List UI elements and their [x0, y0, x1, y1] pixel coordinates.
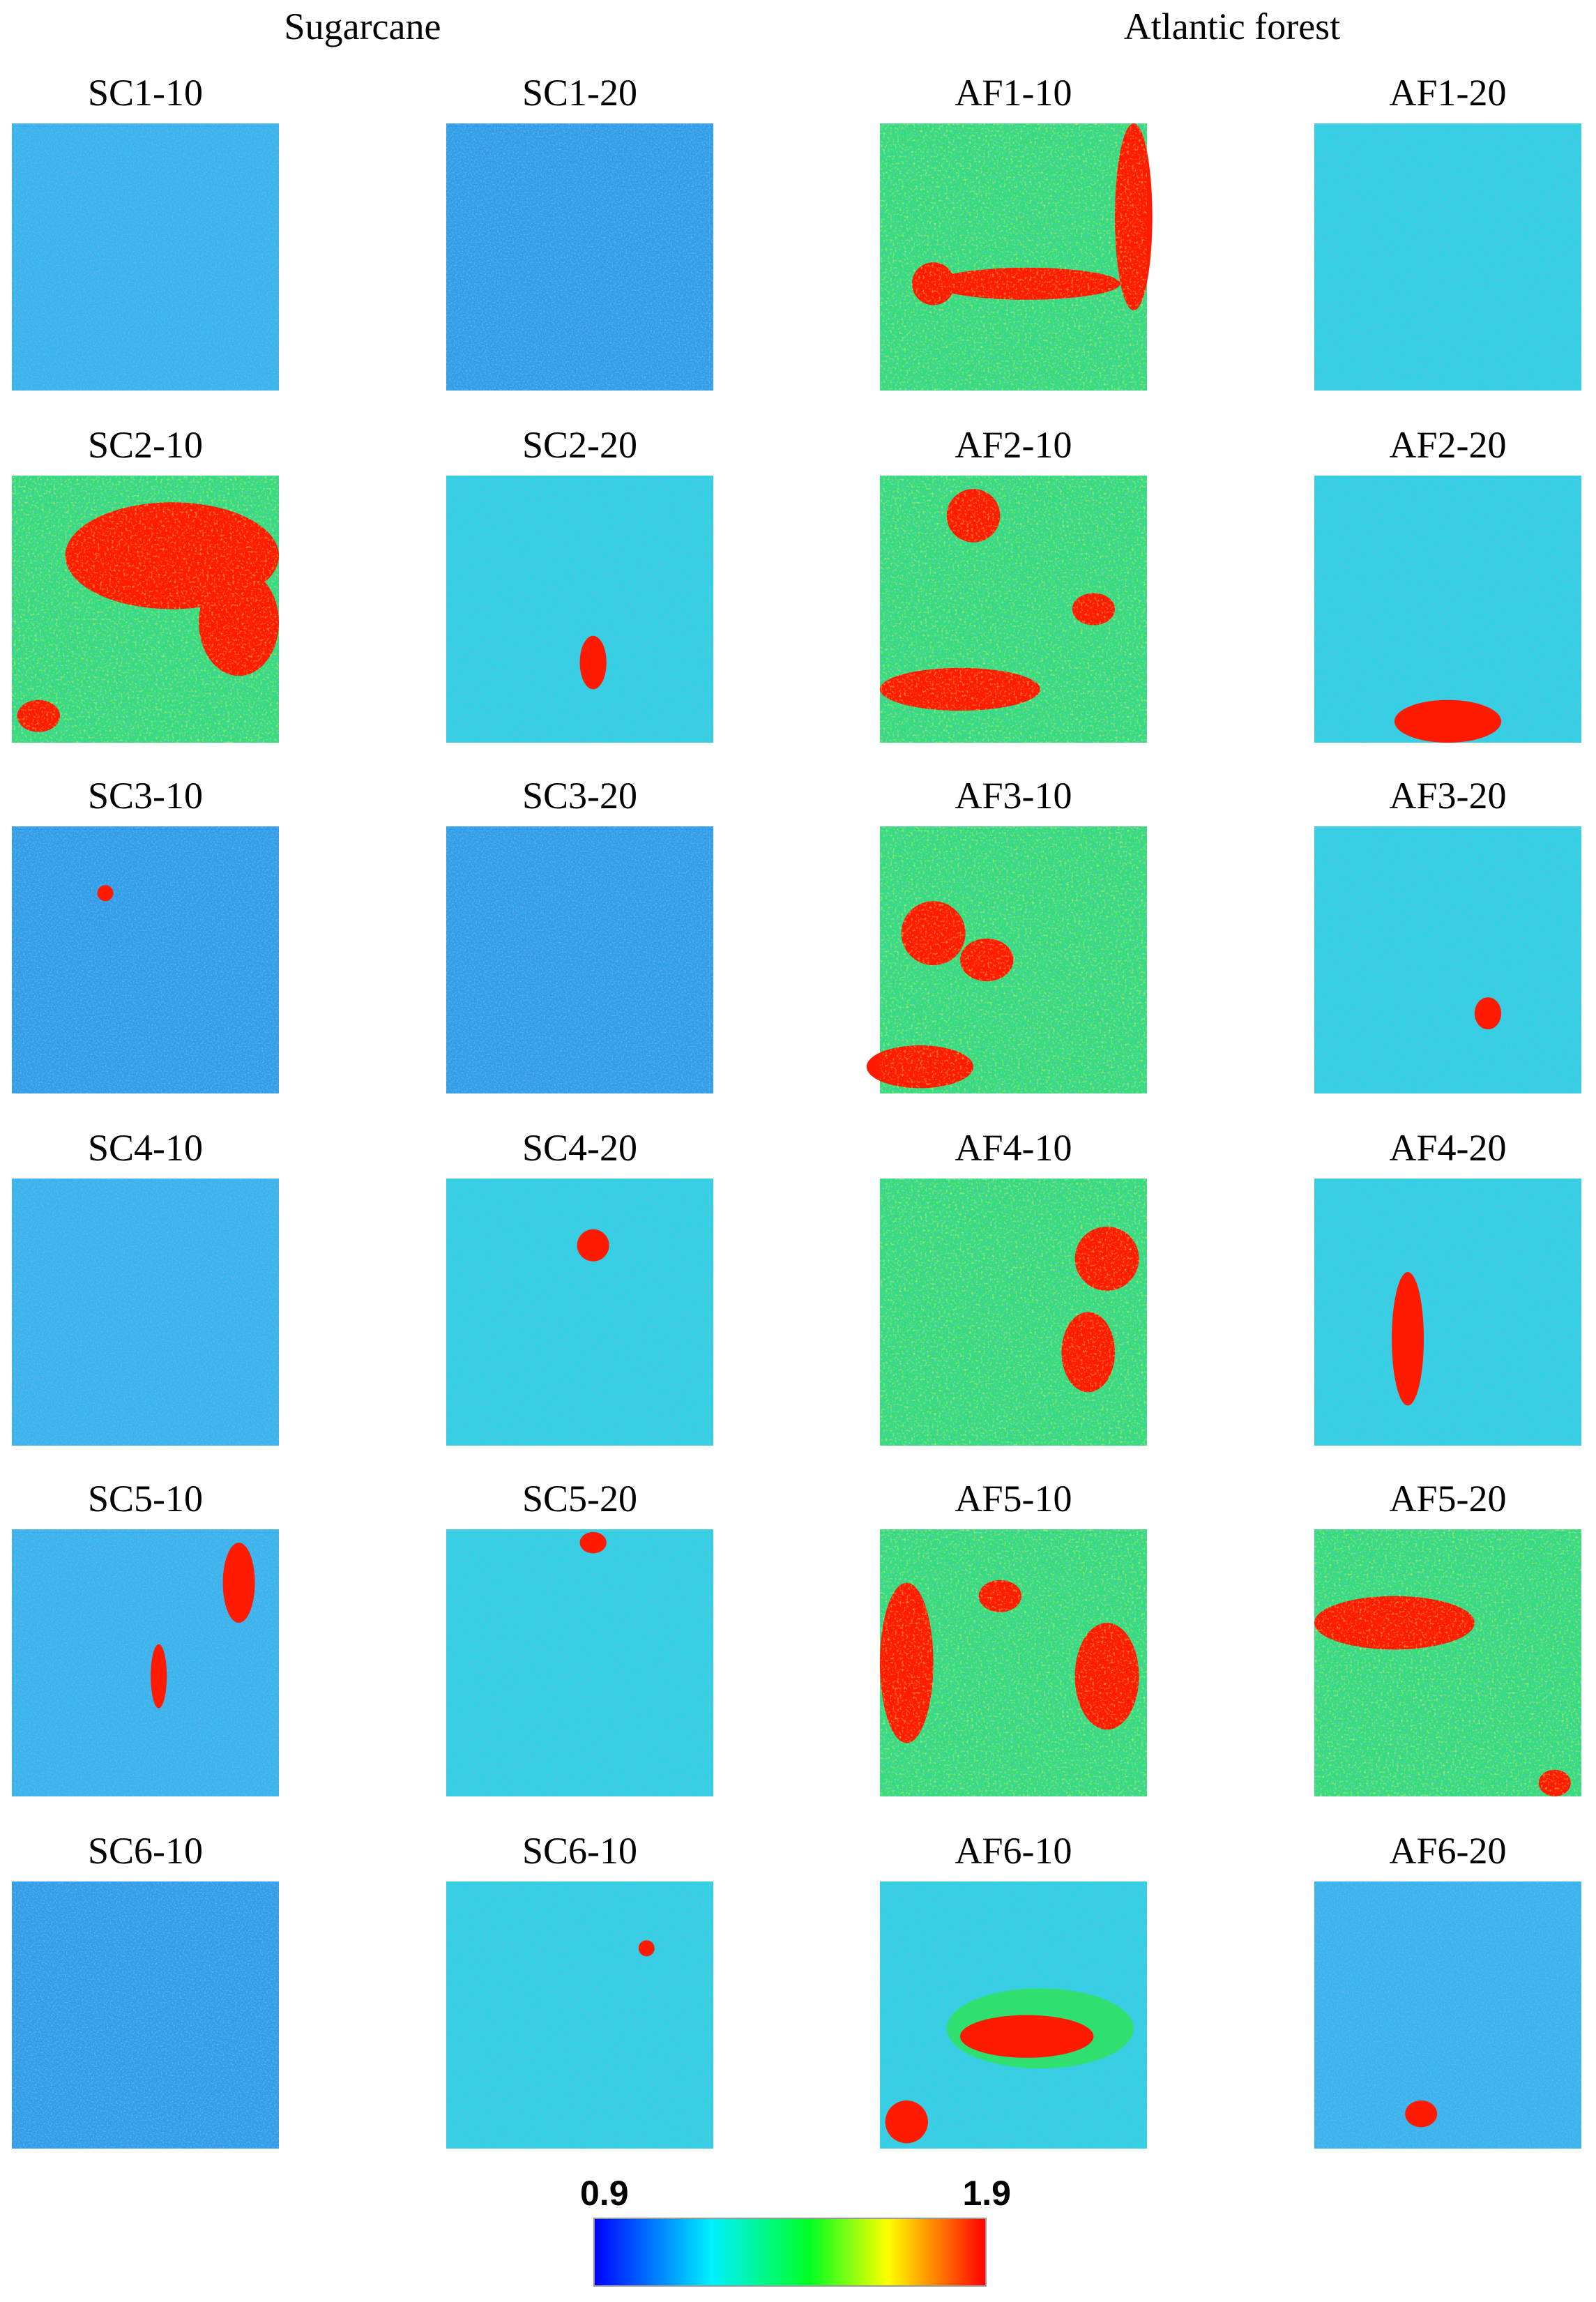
heatmap-panel	[446, 1179, 713, 1446]
heatmap-panel	[1314, 1179, 1581, 1446]
hotspot	[1392, 1272, 1424, 1406]
heatmap-panel	[1314, 1881, 1581, 2149]
panel-label: SC1-20	[522, 72, 637, 114]
colorbar-min: 0.9	[580, 2174, 629, 2213]
hotspot	[151, 1644, 167, 1709]
panel-label: AF1-20	[1389, 72, 1506, 114]
panel-label: AF6-20	[1389, 1830, 1506, 1872]
panel-speckle	[446, 476, 713, 743]
hotspot	[579, 1531, 607, 1554]
panel-speckle	[1314, 476, 1581, 743]
colorbar-max: 1.9	[962, 2174, 1011, 2213]
panel-label: AF4-20	[1389, 1127, 1506, 1169]
heatmap-panel	[1314, 826, 1581, 1093]
panel-speckle	[12, 1179, 279, 1446]
group-title: Atlantic forest	[1124, 6, 1340, 47]
heatmap-panel	[880, 1529, 1147, 1796]
panel-speckle-warm	[880, 123, 1147, 391]
panel-label: SC3-20	[522, 775, 637, 817]
hotspot	[577, 1229, 609, 1262]
panel-label: AF5-20	[1389, 1478, 1506, 1520]
panel-speckle-warm	[880, 826, 1147, 1093]
panel-speckle	[446, 1179, 713, 1446]
panel-speckle-warm	[880, 1529, 1147, 1796]
panel-label: AF2-10	[955, 424, 1072, 466]
panel-speckle	[1314, 1179, 1581, 1446]
hotspot	[1394, 699, 1502, 743]
hotspot	[222, 1543, 255, 1623]
heatmap-panel	[446, 1529, 713, 1796]
panel-label: SC6-10	[522, 1830, 637, 1872]
panel-label: AF3-10	[955, 775, 1072, 817]
panel-label: SC4-20	[522, 1127, 637, 1169]
group-title: Sugarcane	[284, 6, 441, 47]
panel-speckle	[1314, 1881, 1581, 2149]
hotspot	[1405, 2100, 1438, 2128]
panel-label: AF4-10	[955, 1127, 1072, 1169]
panel-speckle-warm	[12, 476, 279, 743]
colorbar	[593, 2218, 987, 2287]
panel-label: AF2-20	[1389, 424, 1506, 466]
panel-label: SC3-10	[88, 775, 203, 817]
heatmap-panel	[866, 826, 1147, 1093]
panel-speckle	[12, 826, 279, 1093]
heatmap-panel	[12, 1529, 279, 1796]
heatmap-panel	[1314, 123, 1581, 391]
panel-speckle-warm	[880, 476, 1147, 743]
panel-speckle	[446, 1881, 713, 2149]
panel-label: SC1-10	[88, 72, 203, 114]
heatmap-panel	[880, 1179, 1147, 1446]
panel-label: SC2-20	[522, 424, 637, 466]
panel-grid: SC1-10 SC1-20 AF1-10 AF1-20 SC2-10 SC2-20 AF2-…	[12, 72, 1581, 2149]
hotspot	[638, 1940, 655, 1957]
panel-label: AF1-10	[955, 72, 1072, 114]
panel-speckle	[446, 826, 713, 1093]
panel-speckle	[1314, 826, 1581, 1093]
panel-label: AF5-10	[955, 1478, 1072, 1520]
panel-label: SC5-20	[522, 1478, 637, 1520]
heatmap-panel	[446, 826, 713, 1093]
hotspot	[885, 2100, 928, 2144]
panel-label: AF6-10	[955, 1830, 1072, 1872]
heatmap-panel	[12, 826, 279, 1093]
hotspot	[579, 635, 607, 690]
heatmap-panel	[12, 476, 279, 743]
heatmap-panel	[12, 1179, 279, 1446]
heatmap-panel	[880, 476, 1147, 743]
panel-speckle-warm	[1314, 1529, 1581, 1796]
panel-speckle	[12, 123, 279, 391]
panel-speckle	[446, 1529, 713, 1796]
panel-label: SC2-10	[88, 424, 203, 466]
hotspot	[959, 2015, 1094, 2058]
panel-label: SC5-10	[88, 1478, 203, 1520]
panel-label: SC6-10	[88, 1830, 203, 1872]
heatmap-panel	[880, 1881, 1147, 2149]
panel-label: AF3-20	[1389, 775, 1506, 817]
heatmap-panel	[1314, 1529, 1581, 1797]
panel-speckle-warm	[880, 1179, 1147, 1446]
heatmap-panel	[446, 1881, 713, 2149]
panel-speckle	[1314, 123, 1581, 391]
hotspot	[97, 885, 114, 902]
heatmap-panel	[12, 123, 279, 391]
panel-speckle	[446, 123, 713, 391]
heatmap-panel	[880, 123, 1153, 391]
panel-speckle	[12, 1881, 279, 2149]
heatmap-panel	[12, 1881, 279, 2149]
hotspot	[1474, 997, 1502, 1030]
panel-label: SC4-10	[88, 1127, 203, 1169]
heatmap-panel	[1314, 476, 1581, 743]
heatmap-panel	[446, 123, 713, 391]
heatmap-panel	[446, 476, 713, 743]
